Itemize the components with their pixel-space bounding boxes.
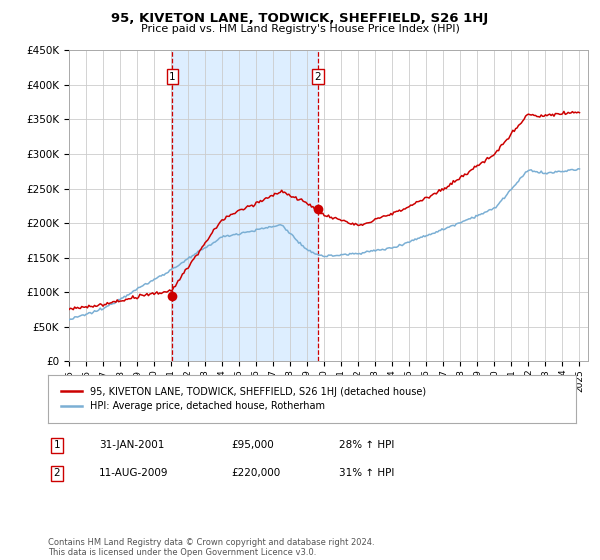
Legend: 95, KIVETON LANE, TODWICK, SHEFFIELD, S26 1HJ (detached house), HPI: Average pri: 95, KIVETON LANE, TODWICK, SHEFFIELD, S2… bbox=[58, 384, 429, 414]
Text: £220,000: £220,000 bbox=[231, 468, 280, 478]
Text: 11-AUG-2009: 11-AUG-2009 bbox=[99, 468, 169, 478]
Text: 28% ↑ HPI: 28% ↑ HPI bbox=[339, 440, 394, 450]
Text: 95, KIVETON LANE, TODWICK, SHEFFIELD, S26 1HJ: 95, KIVETON LANE, TODWICK, SHEFFIELD, S2… bbox=[112, 12, 488, 25]
Text: £95,000: £95,000 bbox=[231, 440, 274, 450]
Text: 2: 2 bbox=[314, 72, 321, 82]
Text: 2: 2 bbox=[53, 468, 61, 478]
Bar bbox=[172, 50, 317, 361]
Text: Contains HM Land Registry data © Crown copyright and database right 2024.
This d: Contains HM Land Registry data © Crown c… bbox=[48, 538, 374, 557]
Text: 1: 1 bbox=[53, 440, 61, 450]
Text: 1: 1 bbox=[169, 72, 176, 82]
Text: 31-JAN-2001: 31-JAN-2001 bbox=[99, 440, 164, 450]
Text: Price paid vs. HM Land Registry's House Price Index (HPI): Price paid vs. HM Land Registry's House … bbox=[140, 24, 460, 34]
Text: 31% ↑ HPI: 31% ↑ HPI bbox=[339, 468, 394, 478]
